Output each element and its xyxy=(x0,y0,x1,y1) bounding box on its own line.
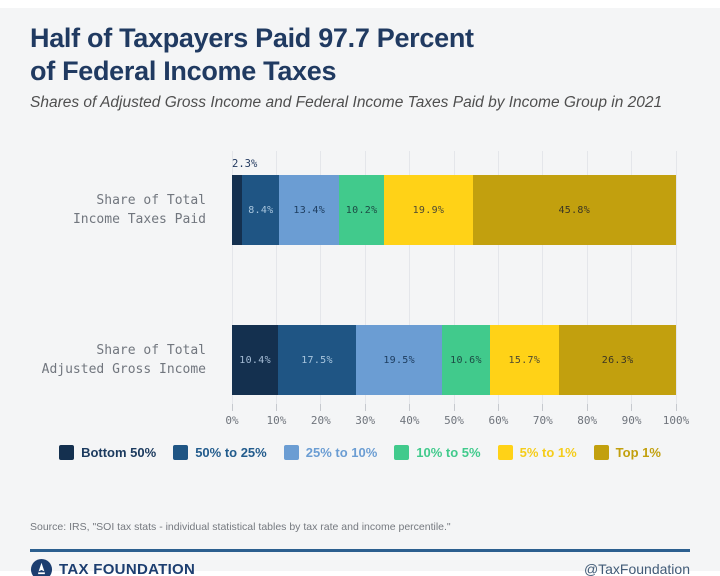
axis-tick xyxy=(320,404,322,411)
footer-bar: TAX FOUNDATION @TaxFoundation xyxy=(30,556,690,576)
legend: Bottom 50% 50% to 25% 25% to 10% 10% to 5% 5… xyxy=(0,445,720,460)
gridline xyxy=(231,151,233,411)
segment-value-label: 19.9% xyxy=(412,204,445,216)
legend-item: 25% to 10% xyxy=(283,445,378,460)
bar-segment xyxy=(232,175,243,245)
legend-swatch xyxy=(283,445,299,460)
gridline xyxy=(453,151,455,411)
axis-tick xyxy=(542,404,544,411)
segment-value-label: 19.5% xyxy=(383,354,415,366)
logo-text: TAX FOUNDATION xyxy=(59,560,196,576)
x-axis-label: 0% xyxy=(225,414,239,427)
category-label: Share of Total Adjusted Gross Income xyxy=(41,343,206,377)
legend-swatch xyxy=(394,445,410,460)
chart-background: Half of Taxpayers Paid 97.7 Percent of F… xyxy=(0,8,720,576)
legend-item: 5% to 1% xyxy=(497,445,577,460)
segment-value-label: 15.7% xyxy=(508,354,541,366)
axis-tick xyxy=(631,404,633,411)
axis-tick xyxy=(231,404,233,411)
bar-segment: 13.4% xyxy=(279,175,339,245)
legend-label: 50% to 25% xyxy=(195,445,267,460)
title-line-2: of Federal Income Taxes xyxy=(30,56,337,86)
bar-segment: 10.6% xyxy=(442,325,490,395)
stacked-bar: 10.4% 17.5% 19.5% 10.6% 15.7% 26.3% xyxy=(232,325,676,395)
legend-label: Top 1% xyxy=(615,445,661,460)
page-title: Half of Taxpayers Paid 97.7 Percent of F… xyxy=(30,22,474,88)
source-note: Source: IRS, "SOI tax stats - individual… xyxy=(30,521,451,533)
twitter-handle: @TaxFoundation xyxy=(583,561,690,576)
segment-value-label-outside: 2.3% xyxy=(232,158,258,170)
segment-value-label: 10.6% xyxy=(450,354,482,366)
gridline xyxy=(586,151,588,411)
segment-value-label: 45.8% xyxy=(558,204,591,216)
legend-item: Bottom 50% xyxy=(59,445,156,460)
legend-label: 10% to 5% xyxy=(416,445,481,460)
bar-segment: 19.5% xyxy=(355,325,443,395)
legend-item: 10% to 5% xyxy=(394,445,481,460)
bar-segment: 17.5% xyxy=(278,325,356,395)
segment-value-label: 17.5% xyxy=(301,354,333,366)
x-axis-label: 10% xyxy=(266,414,287,427)
segment-value-label: 8.4% xyxy=(248,204,274,216)
bar-segment: 19.9% xyxy=(384,175,473,245)
legend-item: Top 1% xyxy=(593,445,661,460)
x-axis-label: 50% xyxy=(444,414,464,427)
plot-area: 0% 10% 20% 30% 40% 50% 60% 70% 80% 90% 100% Share o… xyxy=(0,151,720,433)
axis-tick xyxy=(586,404,588,411)
legend-swatch xyxy=(497,445,513,460)
axis-tick xyxy=(364,404,366,411)
category-label: Share of Total Income Taxes Paid xyxy=(72,193,206,227)
title-line-1: Half of Taxpayers Paid 97.7 Percent xyxy=(30,23,474,53)
gridline xyxy=(631,151,633,411)
axis-tick xyxy=(275,404,277,411)
bar-segment: 8.4% xyxy=(242,175,280,245)
x-axis-label: 100% xyxy=(662,414,690,427)
gridline xyxy=(675,151,677,411)
x-axis-label: 20% xyxy=(310,414,331,427)
gridline xyxy=(542,151,544,411)
legend-item: 50% to 25% xyxy=(173,445,267,460)
bar-segment: 26.3% xyxy=(559,325,676,395)
axis-tick xyxy=(453,404,455,411)
x-axis-label: 80% xyxy=(577,414,598,427)
bar-segment: 10.2% xyxy=(338,175,385,245)
bar-segment: 10.4% xyxy=(232,325,279,395)
chart-subtitle: Shares of Adjusted Gross Income and Fede… xyxy=(30,94,663,111)
bar-segment: 15.7% xyxy=(489,325,560,395)
footer-divider xyxy=(30,549,690,552)
segment-value-label: 13.4% xyxy=(293,204,326,216)
bar-segment: 45.8% xyxy=(472,175,676,245)
gridline xyxy=(364,151,366,411)
x-axis-label: 30% xyxy=(355,414,376,427)
axis-tick xyxy=(675,404,677,411)
x-axis-label: 70% xyxy=(532,414,553,427)
segment-value-label: 10.4% xyxy=(239,354,271,366)
x-axis-label: 40% xyxy=(399,414,420,427)
legend-swatch xyxy=(593,445,609,460)
axis-tick xyxy=(497,404,499,411)
legend-label: 25% to 10% xyxy=(305,445,378,460)
x-axis-label: 60% xyxy=(488,414,509,427)
legend-label: Bottom 50% xyxy=(81,445,157,460)
axis-tick xyxy=(409,404,411,411)
stacked-bar: 8.4% 13.4% 10.2% 19.9% 45.8% xyxy=(232,175,676,245)
segment-value-label: 26.3% xyxy=(601,354,634,366)
gridline xyxy=(275,151,277,411)
legend-label: 5% to 1% xyxy=(519,445,577,460)
gridline xyxy=(320,151,322,411)
tax-foundation-logo: TAX FOUNDATION xyxy=(30,558,195,576)
gridline xyxy=(497,151,499,411)
tax-foundation-logo-icon xyxy=(30,558,53,576)
x-axis-label: 90% xyxy=(621,414,642,427)
gridline xyxy=(409,151,411,411)
legend-swatch xyxy=(173,445,189,460)
legend-swatch xyxy=(59,445,75,460)
segment-value-label: 10.2% xyxy=(345,204,378,216)
